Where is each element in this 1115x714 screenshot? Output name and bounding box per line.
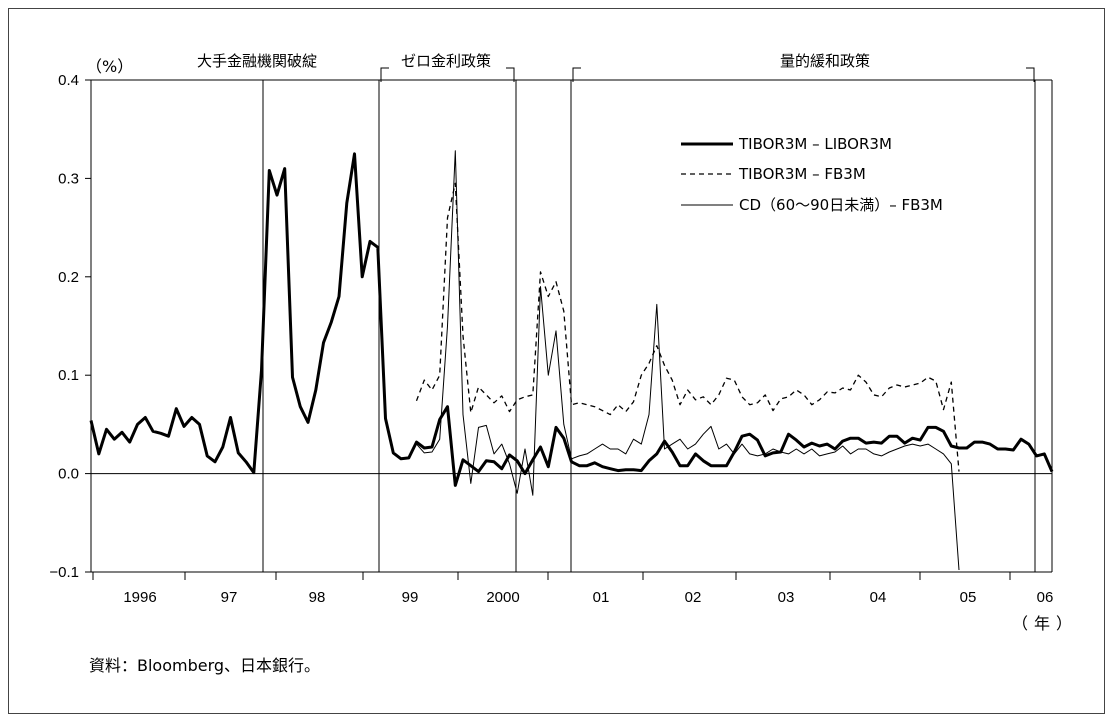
source-note: 資料：Bloomberg、日本銀行。: [89, 656, 321, 675]
x-tick-label: 98: [309, 589, 326, 606]
y-axis-unit: （%）: [86, 57, 133, 76]
x-tick-label: 06: [1037, 589, 1054, 606]
period-bracket-left: [380, 67, 389, 82]
x-axis-unit: （年）: [1012, 614, 1079, 633]
x-tick-label: 02: [685, 589, 702, 606]
y-tick-label: 0.3: [58, 170, 79, 187]
series-layer: [89, 150, 1054, 571]
legend-label: CD（60～90日未満）– FB3M: [739, 196, 943, 214]
series-line-3: [416, 150, 960, 571]
y-tick-label: −0.1: [49, 564, 79, 581]
x-tick-label: 05: [960, 589, 977, 606]
period-label: ゼロ金利政策: [401, 52, 491, 70]
series-line-2: [415, 182, 960, 472]
y-tick-label: 0.1: [58, 367, 79, 384]
period-bracket-left: [572, 67, 581, 82]
legend-label: TIBOR3M – LIBOR3M: [738, 135, 892, 153]
series-line-1: [89, 152, 1054, 487]
x-tick-label: 99: [402, 589, 419, 606]
x-tick-label: 97: [221, 589, 238, 606]
plot-area: [85, 67, 1053, 580]
legend-label: TIBOR3M – FB3M: [738, 165, 866, 183]
x-tick-label: 01: [593, 589, 610, 606]
legend: TIBOR3M – LIBOR3M TIBOR3M – FB3M CD（60～90日…: [681, 135, 943, 214]
period-bracket-right: [506, 67, 515, 82]
y-tick-label: 0.2: [58, 269, 79, 286]
x-tick-label: 04: [870, 589, 887, 606]
x-tick-label: 1996: [123, 589, 156, 606]
y-tick-label: 0.4: [58, 72, 79, 89]
period-label: 量的緩和政策: [780, 52, 870, 70]
x-tick-label: 03: [778, 589, 795, 606]
label-layer: 0.4 0.3 0.2 0.1 0.0 −0.1 1996 97 98 99 2000 01 02 03 0…: [49, 52, 1053, 606]
period-bracket-right: [1026, 67, 1035, 82]
x-tick-label: 2000: [486, 589, 519, 606]
period-label: 大手金融機関破綻: [197, 52, 317, 70]
y-tick-label: 0.0: [58, 466, 79, 483]
